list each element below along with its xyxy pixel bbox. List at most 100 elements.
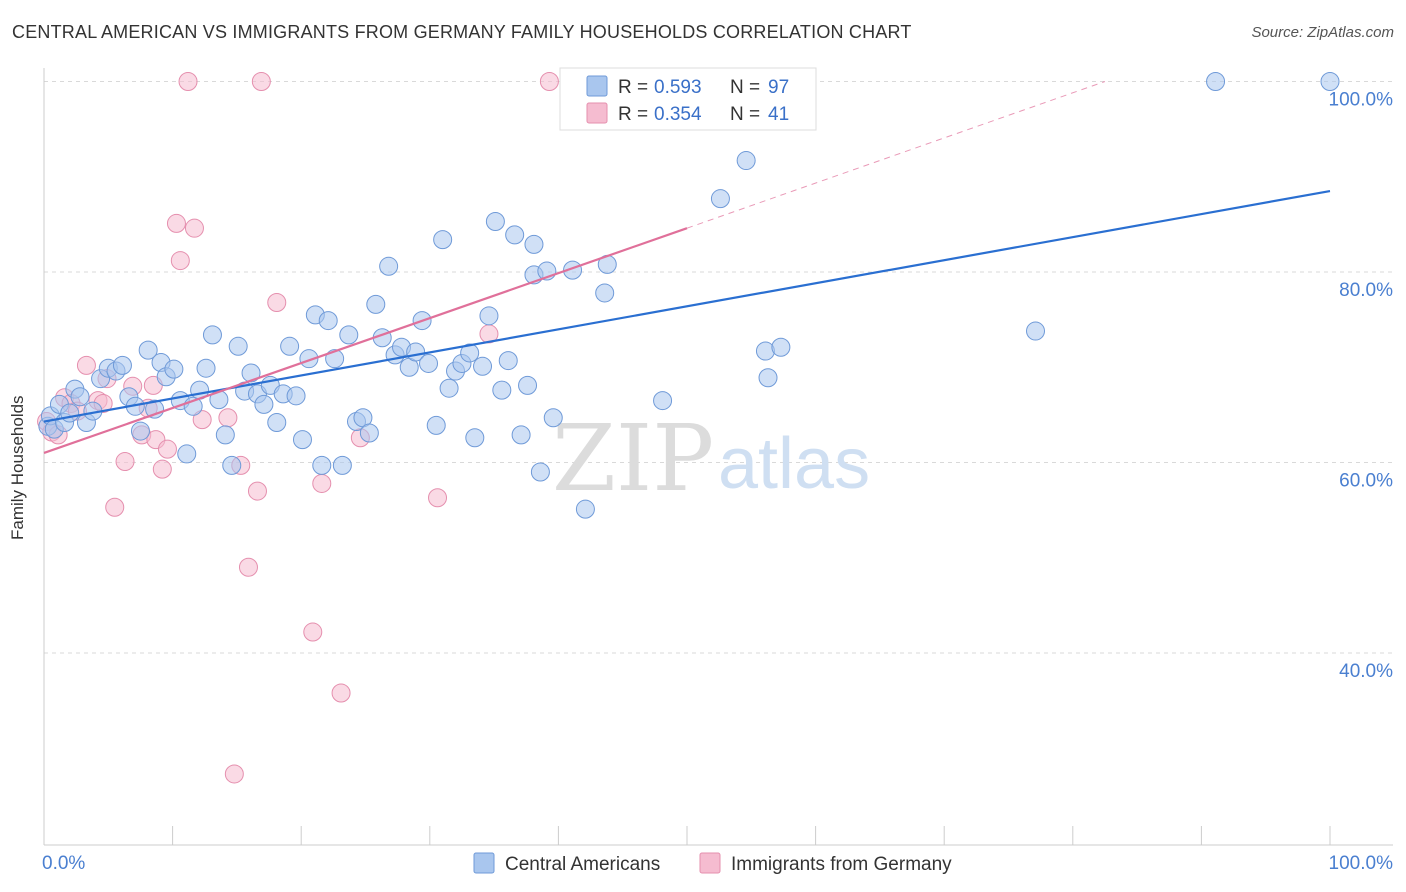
central-american-point bbox=[177, 444, 197, 464]
central-american-point bbox=[771, 337, 791, 357]
germany-point bbox=[224, 764, 244, 784]
central-american-point bbox=[498, 351, 518, 371]
central-american-point bbox=[196, 358, 216, 378]
y-tick-label-60: 60.0% bbox=[1339, 471, 1393, 492]
central-american-point bbox=[758, 368, 778, 388]
chart-title: CENTRAL AMERICAN VS IMMIGRANTS FROM GERM… bbox=[12, 22, 912, 42]
central-american-point bbox=[318, 311, 338, 331]
central-american-point bbox=[736, 151, 756, 171]
central-american-point bbox=[138, 340, 158, 360]
central-american-point bbox=[1206, 72, 1226, 91]
y-tick-label-40: 40.0% bbox=[1339, 661, 1393, 682]
legend-r-label-blue: R = bbox=[618, 77, 648, 98]
legend-n-value-blue: 97 bbox=[768, 77, 789, 98]
central-american-point bbox=[439, 378, 459, 398]
central-american-point bbox=[473, 356, 493, 376]
central-american-point bbox=[543, 408, 563, 428]
central-american-point bbox=[299, 349, 319, 369]
x-tick-label-min: 0.0% bbox=[42, 853, 85, 874]
central-american-point bbox=[1320, 72, 1340, 91]
central-american-point bbox=[60, 403, 80, 423]
central-american-point bbox=[339, 325, 359, 345]
germany-point bbox=[192, 410, 212, 430]
central-american-point bbox=[112, 355, 132, 375]
watermark-atlas: atlas bbox=[718, 424, 870, 504]
central-american-point bbox=[379, 256, 399, 276]
central-american-point bbox=[130, 421, 150, 441]
germany-point bbox=[170, 251, 190, 271]
germany-trendline-extension bbox=[686, 81, 1106, 229]
legend-swatch-pink bbox=[586, 102, 608, 124]
central-american-point bbox=[485, 212, 505, 232]
central-american-point bbox=[70, 387, 90, 407]
central-american-point bbox=[1026, 321, 1046, 341]
germany-point bbox=[303, 622, 323, 642]
germany-point bbox=[247, 481, 267, 501]
germany-point bbox=[178, 72, 198, 91]
central-american-point bbox=[312, 455, 332, 475]
axes bbox=[43, 68, 1393, 846]
central-american-point bbox=[267, 412, 287, 432]
central-american-point bbox=[710, 189, 730, 209]
legend-box: R = 0.593 N = 97 R = 0.354 N = 41 bbox=[559, 67, 817, 131]
central-american-point bbox=[465, 428, 485, 448]
central-american-point bbox=[332, 455, 352, 475]
germany-point bbox=[428, 488, 448, 508]
central-american-point bbox=[653, 391, 673, 411]
y-tick-label-100: 100.0% bbox=[1329, 90, 1394, 111]
germany-point bbox=[238, 557, 258, 577]
germany-trendline bbox=[43, 227, 688, 455]
watermark-zip: ZIP bbox=[552, 405, 714, 512]
legend-n-value-pink: 41 bbox=[768, 104, 789, 125]
germany-point bbox=[105, 497, 125, 517]
germany-point bbox=[157, 439, 177, 459]
bottom-legend-swatch-pink bbox=[699, 852, 721, 874]
watermark: ZIP atlas bbox=[552, 405, 870, 512]
central-american-point bbox=[292, 430, 312, 450]
central-american-point bbox=[202, 325, 222, 345]
central-american-point bbox=[492, 380, 512, 400]
germany-point bbox=[184, 218, 204, 238]
central-american-point bbox=[426, 415, 446, 435]
central-american-point bbox=[280, 336, 300, 356]
central-american-point bbox=[366, 294, 386, 314]
central-american-point bbox=[241, 363, 261, 383]
germany-point bbox=[267, 292, 287, 312]
legend-r-value-pink: 0.354 bbox=[654, 104, 702, 125]
central-american-point bbox=[228, 336, 248, 356]
central-american-point bbox=[505, 225, 525, 245]
germany-point bbox=[76, 355, 96, 375]
legend-n-label-pink: N = bbox=[730, 104, 760, 125]
central-american-trendline bbox=[43, 189, 1331, 423]
source-label: Source: ZipAtlas.com bbox=[1251, 24, 1394, 41]
bottom-legend-label-pink: Immigrants from Germany bbox=[731, 854, 952, 875]
central-american-point bbox=[222, 455, 242, 475]
legend-r-label-pink: R = bbox=[618, 104, 648, 125]
germany-point bbox=[115, 452, 135, 472]
y-tick-label-80: 80.0% bbox=[1339, 280, 1393, 301]
germany-point bbox=[312, 473, 332, 493]
central-american-point bbox=[575, 499, 595, 519]
central-american-point bbox=[530, 462, 550, 482]
y-tick-labels: 40.0% 60.0% 80.0% 100.0% bbox=[1329, 90, 1394, 683]
germany-point bbox=[166, 213, 186, 233]
central-american-point bbox=[215, 425, 235, 445]
germany-point bbox=[251, 72, 271, 91]
germany-point bbox=[152, 459, 172, 479]
bottom-legend: Central Americans Immigrants from German… bbox=[473, 852, 952, 875]
central-american-point bbox=[286, 386, 306, 406]
central-american-point bbox=[433, 230, 453, 250]
legend-swatch-blue bbox=[586, 75, 608, 97]
legend-r-value-blue: 0.593 bbox=[654, 77, 702, 98]
central-american-point bbox=[479, 306, 499, 326]
x-tick-label-max: 100.0% bbox=[1329, 853, 1394, 874]
trend-lines bbox=[43, 81, 1331, 455]
central-american-point bbox=[254, 394, 274, 414]
central-american-point bbox=[518, 375, 538, 395]
central-american-point bbox=[419, 353, 439, 373]
x-tick-labels: 0.0% 100.0% bbox=[42, 853, 1393, 874]
legend-n-label-blue: N = bbox=[730, 77, 760, 98]
central-american-point bbox=[595, 283, 615, 303]
central-american-point bbox=[511, 425, 531, 445]
central-american-point bbox=[460, 343, 480, 363]
